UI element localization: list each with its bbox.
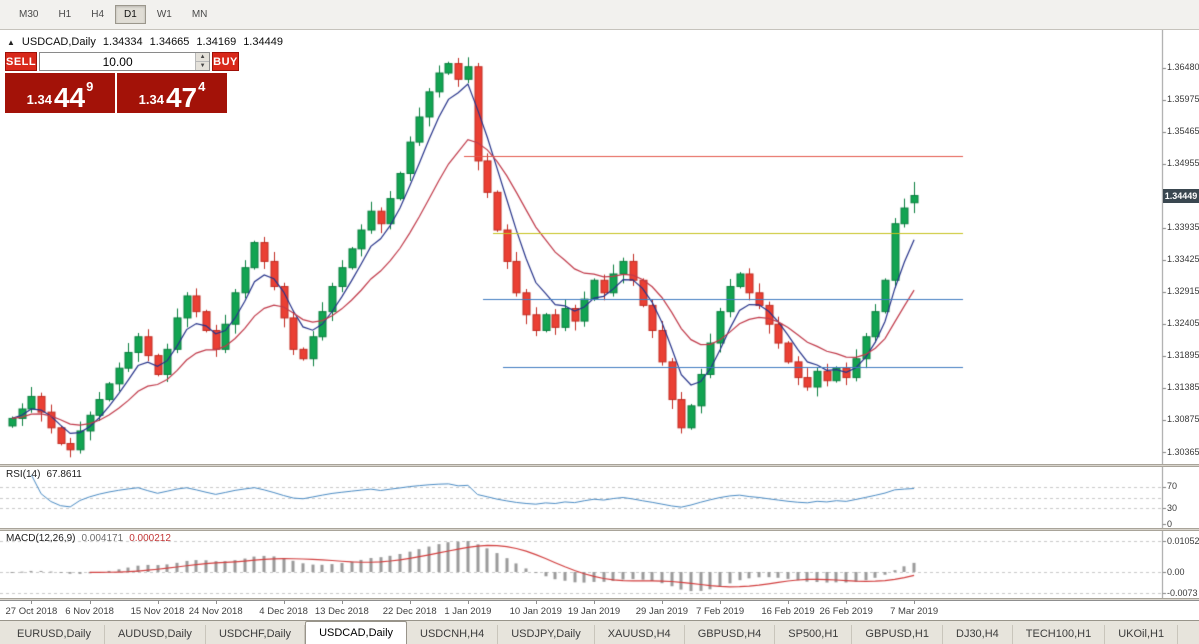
main-chart-panel: ▲ USDCAD,Daily 1.34334 1.34665 1.34169 1… — [0, 30, 1199, 464]
ask-big-digits: 47 — [165, 82, 198, 113]
date-label: 22 Dec 2018 — [382, 606, 437, 617]
chart-symbol-label: USDCAD,Daily — [21, 36, 96, 48]
ohlc-low-value: 1.34169 — [196, 36, 237, 48]
date-label: 7 Mar 2019 — [890, 606, 939, 617]
timeframe-button-h1[interactable]: H1 — [49, 5, 80, 24]
buy-button[interactable]: BUY — [212, 52, 239, 71]
date-label: 27 Oct 2018 — [5, 606, 58, 617]
rsi-chart-canvas[interactable] — [0, 467, 1199, 528]
time-axis-tick — [662, 601, 663, 604]
time-axis-tick — [720, 601, 721, 604]
date-label: 15 Nov 2018 — [130, 606, 185, 617]
time-axis-tick — [284, 601, 285, 604]
ohlc-open-value: 1.34334 — [102, 36, 143, 48]
panel-divider[interactable] — [0, 528, 1199, 531]
date-label: 19 Jan 2019 — [567, 606, 621, 617]
bid-prefix: 1.34 — [26, 92, 52, 107]
ask-prefix: 1.34 — [138, 92, 164, 107]
volume-input[interactable] — [40, 53, 196, 70]
volume-field: ▲ ▼ — [39, 52, 211, 71]
date-label: 1 Jan 2019 — [444, 606, 492, 617]
volume-down-button[interactable]: ▼ — [196, 62, 210, 70]
timeframe-button-d1[interactable]: D1 — [115, 5, 146, 24]
bid-pip-digit: 9 — [86, 79, 94, 94]
tab-sp500-h1[interactable]: SP500,H1 — [775, 625, 853, 644]
tab-usdjpy-daily[interactable]: USDJPY,Daily — [498, 625, 595, 644]
time-axis-tick — [914, 601, 915, 604]
time-axis-tick — [788, 601, 789, 604]
rsi-panel: RSI(14) 67.8611 70 30 0 — [0, 467, 1199, 528]
date-label: 29 Jan 2019 — [635, 606, 689, 617]
date-label: 26 Feb 2019 — [819, 606, 873, 617]
panel-divider[interactable] — [0, 464, 1199, 467]
macd-main-value: 0.004171 — [81, 533, 124, 544]
tab-usdcnh-h4[interactable]: USDCNH,H4 — [407, 625, 499, 644]
date-label: 4 Dec 2018 — [259, 606, 308, 617]
date-label: 24 Nov 2018 — [188, 606, 243, 617]
ohlc-high-value: 1.34665 — [149, 36, 190, 48]
time-axis-tick — [158, 601, 159, 604]
macd-label: MACD(12,26,9) — [6, 533, 76, 544]
time-axis-tick — [90, 601, 91, 604]
timeframe-button-mn[interactable]: MN — [183, 5, 217, 24]
collapse-one-click-icon[interactable]: ▲ — [7, 37, 15, 47]
macd-title: MACD(12,26,9) 0.004171 0.000212 — [6, 533, 171, 544]
volume-spinner: ▲ ▼ — [195, 53, 210, 70]
ohlc-close-value: 1.34449 — [243, 36, 283, 48]
time-axis-tick — [342, 601, 343, 604]
rsi-label: RSI(14) — [6, 469, 41, 480]
chart-title: ▲ USDCAD,Daily 1.34334 1.34665 1.34169 1… — [7, 36, 283, 48]
date-label: 6 Nov 2018 — [65, 606, 114, 617]
tab-eurusd-daily[interactable]: EURUSD,Daily — [4, 625, 105, 644]
time-axis-tick — [468, 601, 469, 604]
tab-ukoil-h1[interactable]: UKOil,H1 — [1105, 625, 1179, 644]
ask-pip-digit: 4 — [198, 79, 206, 94]
macd-chart-canvas[interactable] — [0, 531, 1199, 598]
tab-usdchf-daily[interactable]: USDCHF,Daily — [206, 625, 306, 644]
date-label: 10 Jan 2019 — [509, 606, 562, 617]
timeframe-button-h4[interactable]: H4 — [82, 5, 113, 24]
date-label: 13 Dec 2018 — [314, 606, 369, 617]
tab-usdcad-daily[interactable]: USDCAD,Daily — [305, 621, 408, 644]
date-label: 7 Feb 2019 — [696, 606, 745, 617]
rsi-title: RSI(14) 67.8611 — [6, 469, 82, 480]
tab-xauusd-h4[interactable]: XAUUSD,H4 — [595, 625, 685, 644]
rsi-value: 67.8611 — [46, 469, 82, 480]
sell-button[interactable]: SELL — [5, 52, 38, 71]
macd-panel: MACD(12,26,9) 0.004171 0.000212 0.010525… — [0, 531, 1199, 598]
time-axis-tick — [594, 601, 595, 604]
time-axis-tick — [216, 601, 217, 604]
volume-up-button[interactable]: ▲ — [196, 53, 210, 62]
time-axis-tick — [410, 601, 411, 604]
timeframe-toolbar: M30 H1 H4 D1 W1 MN — [0, 0, 1199, 30]
time-axis-tick — [536, 601, 537, 604]
ask-price-tile[interactable]: 1.34 47 4 — [117, 73, 227, 113]
time-axis-tick — [31, 601, 32, 604]
date-label: 16 Feb 2019 — [761, 606, 815, 617]
tab-gbpusd-h4[interactable]: GBPUSD,H4 — [685, 625, 776, 644]
one-click-trading-panel: SELL ▲ ▼ BUY 1.34 44 9 1.34 — [5, 52, 239, 113]
tab-audusd-daily[interactable]: AUDUSD,Daily — [105, 625, 206, 644]
bid-price-tile[interactable]: 1.34 44 9 — [5, 73, 115, 113]
time-axis[interactable]: 27 Oct 2018 6 Nov 2018 15 Nov 2018 24 Nov 2… — [0, 600, 1199, 620]
chart-tabs-bar: EURUSD,Daily AUDUSD,Daily USDCHF,Daily USDC… — [0, 620, 1199, 644]
timeframe-button-w1[interactable]: W1 — [148, 5, 181, 24]
time-axis-tick — [846, 601, 847, 604]
tab-gbpusd-h1[interactable]: GBPUSD,H1 — [852, 625, 943, 644]
timeframe-button-m30[interactable]: M30 — [10, 5, 47, 24]
tab-dj30-h4[interactable]: DJ30,H4 — [943, 625, 1013, 644]
macd-signal-value: 0.000212 — [129, 533, 171, 544]
bid-big-digits: 44 — [53, 82, 86, 113]
panel-divider[interactable] — [0, 598, 1199, 600]
tab-tech100-h1[interactable]: TECH100,H1 — [1013, 625, 1106, 644]
